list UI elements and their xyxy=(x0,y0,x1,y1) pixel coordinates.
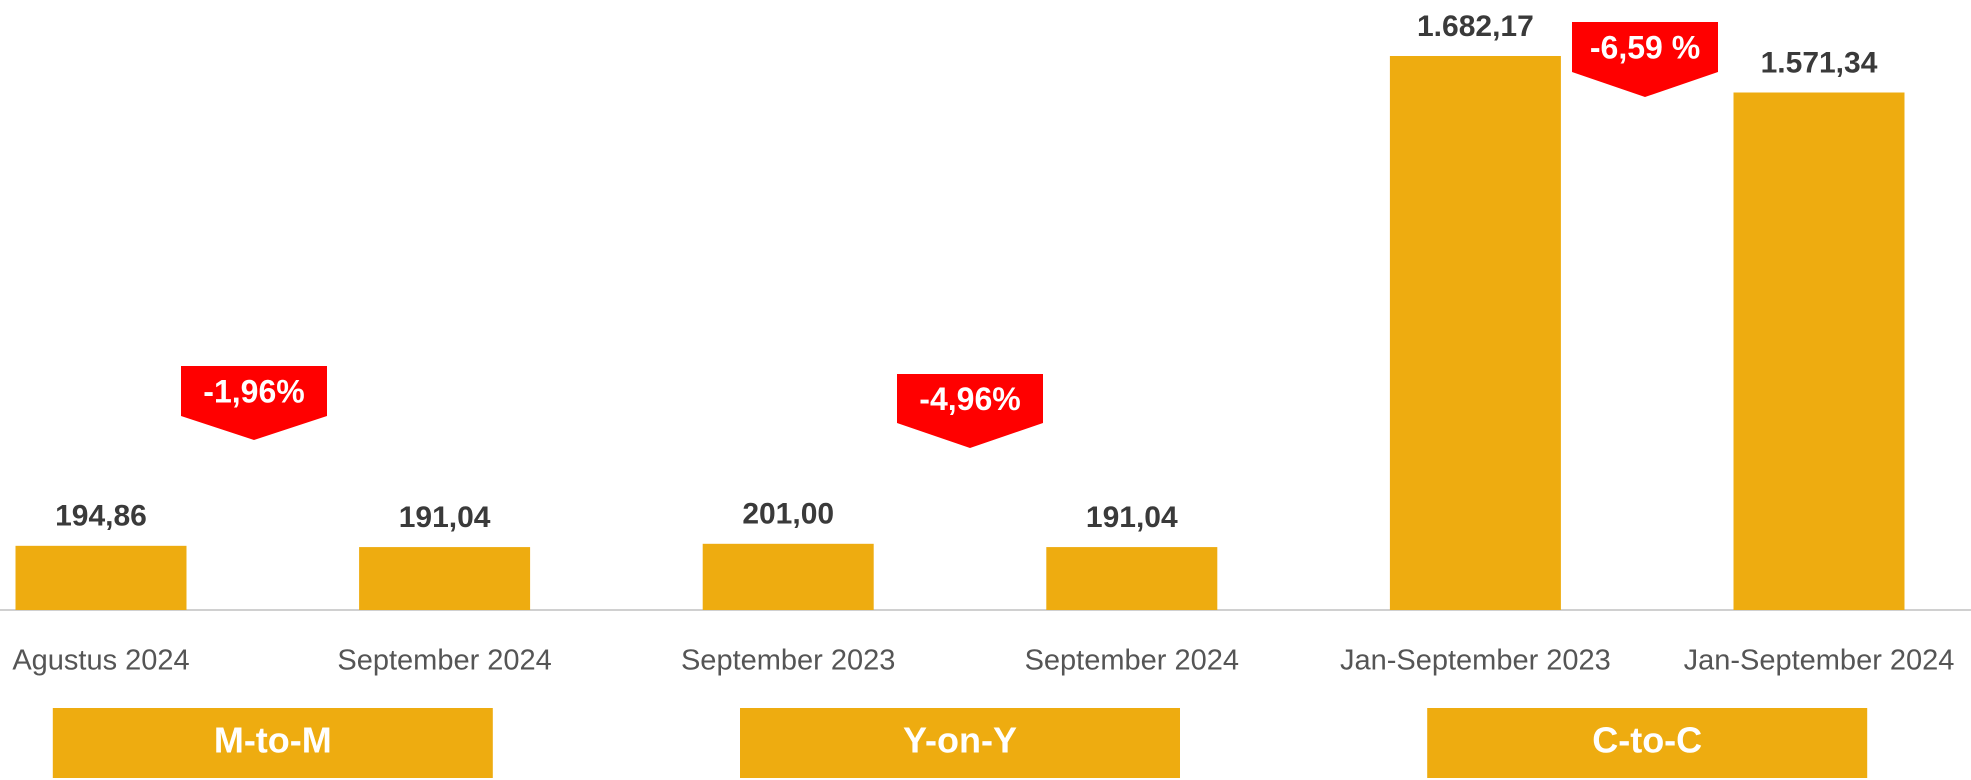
group-label: Y-on-Y xyxy=(903,720,1017,761)
value-label: 191,04 xyxy=(1086,501,1178,534)
x-tick-label: Jan-September 2024 xyxy=(1684,645,1955,677)
group-box xyxy=(52,708,493,778)
change-badge xyxy=(897,374,1043,448)
value-label: 1.571,34 xyxy=(1761,46,1878,79)
x-tick-label: September 2024 xyxy=(337,645,551,677)
change-label: -4,96% xyxy=(919,381,1020,417)
x-tick-label: Jan-September 2023 xyxy=(1340,645,1611,677)
value-label: 201,00 xyxy=(742,498,834,531)
change-label: -6,59 % xyxy=(1590,29,1700,65)
value-label: 194,86 xyxy=(55,500,147,533)
value-label: 1.682,17 xyxy=(1417,10,1534,43)
x-tick-label: September 2023 xyxy=(681,645,895,677)
group-label: M-to-M xyxy=(214,720,332,761)
group-box xyxy=(1427,708,1868,778)
group-box xyxy=(740,708,1180,778)
x-tick-label: Agustus 2024 xyxy=(12,645,189,677)
change-label: -1,96% xyxy=(203,373,304,409)
group-label: C-to-C xyxy=(1592,720,1702,761)
bar xyxy=(1389,56,1561,610)
bar xyxy=(15,545,187,610)
change-badge xyxy=(181,366,327,440)
bar xyxy=(1046,547,1218,610)
x-tick-label: September 2024 xyxy=(1025,645,1239,677)
bar xyxy=(1733,92,1905,610)
change-badge xyxy=(1572,22,1718,97)
bar xyxy=(702,543,874,610)
bar xyxy=(359,547,531,610)
value-label: 191,04 xyxy=(399,501,491,534)
